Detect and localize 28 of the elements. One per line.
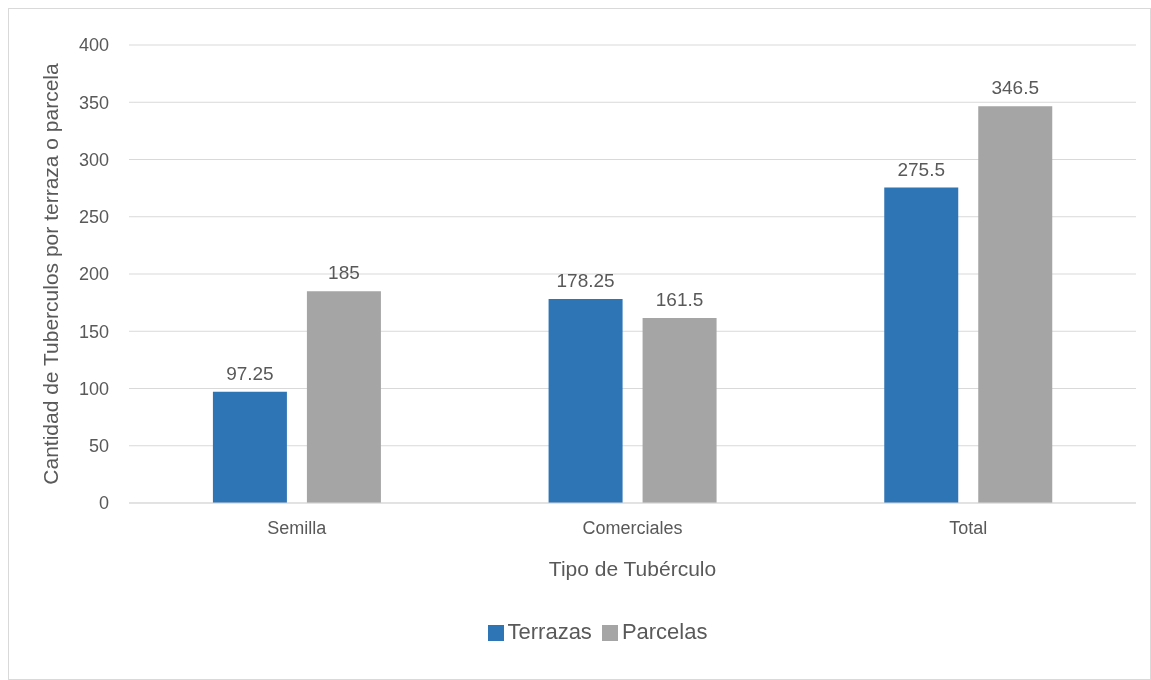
y-tick-label: 400 [78,35,109,56]
y-tick-label: 0 [98,493,109,514]
y-tick-label: 150 [78,321,109,342]
y-tick-label: 350 [78,92,109,113]
x-axis-title: Tipo de Tubérculo [548,556,717,580]
y-tick-label: 300 [78,149,109,170]
x-tick-label: Comerciales [582,517,683,538]
bar [548,298,623,503]
data-label: 275.5 [897,158,946,180]
legend-label: Parcelas [621,619,708,644]
bar [306,291,381,503]
y-tick-label: 100 [78,378,109,399]
bar [642,318,717,503]
data-label: 346.5 [991,77,1040,99]
data-label: 161.5 [655,289,704,311]
data-label: 97.25 [226,362,274,384]
bar [884,187,959,503]
y-tick-label: 250 [78,207,109,228]
y-tick-label: 200 [78,264,109,285]
y-tick-label: 50 [88,436,109,457]
x-tick-label: Semilla [267,517,328,538]
legend-label: Terrazas [507,619,592,644]
bar [212,391,287,503]
data-label: 185 [328,262,360,284]
bar [978,106,1053,503]
data-label: 178.25 [556,269,615,291]
y-axis-title: Cantidad de Tuberculos por terraza o parcela [39,62,63,485]
x-tick-label: Total [949,517,988,538]
